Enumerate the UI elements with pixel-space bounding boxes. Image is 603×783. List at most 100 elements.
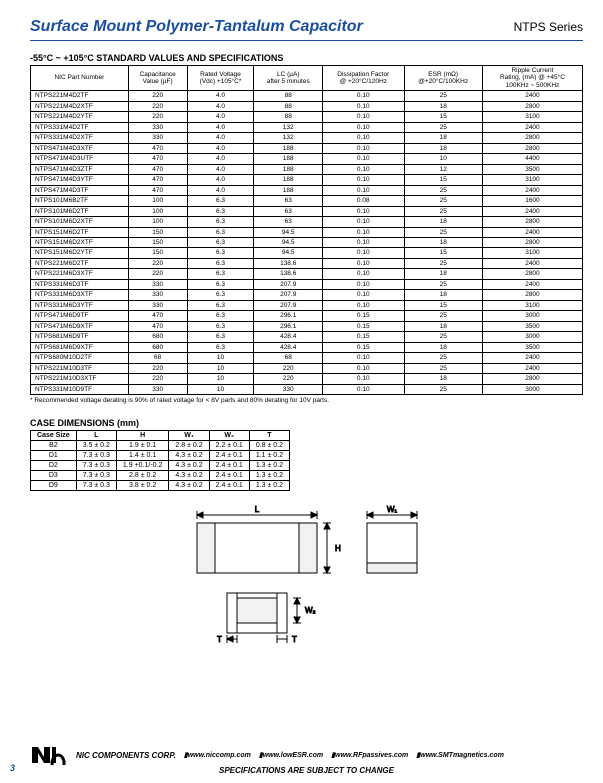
spec-cell: 0.10 [323, 384, 404, 394]
spec-cell: 2800 [482, 290, 582, 300]
spec-cell: 25 [404, 332, 482, 342]
case-cell: D1 [31, 451, 77, 461]
spec-cell: 150 [128, 248, 187, 258]
spec-heading: -55°C ~ +105°C STANDARD VALUES AND SPECI… [30, 53, 583, 63]
case-cell: 1.3 ± 0.2 [249, 471, 289, 481]
part-number-cell: NTPS101M6B2TF [31, 196, 129, 206]
spec-cell: 4.0 [187, 143, 254, 153]
spec-cell: 6.3 [187, 332, 254, 342]
spec-cell: 25 [404, 91, 482, 101]
spec-cell: 330 [254, 384, 323, 394]
spec-cell: 94.5 [254, 227, 323, 237]
spec-cell: 188 [254, 175, 323, 185]
spec-cell: 0.10 [323, 91, 404, 101]
spec-cell: 25 [404, 196, 482, 206]
spec-cell: 15 [404, 175, 482, 185]
spec-cell: 138.6 [254, 269, 323, 279]
spec-cell: 25 [404, 363, 482, 373]
case-cell: 1.1 ± 0.2 [249, 451, 289, 461]
table-row: NTPS151M6D2TF1506.394.50.10252400 [31, 227, 583, 237]
spec-cell: 470 [128, 164, 187, 174]
part-number-cell: NTPS331M4D2XTF [31, 133, 129, 143]
spec-cell: 2400 [482, 185, 582, 195]
case-col-header: W₂ [209, 431, 249, 441]
spec-cell: 0.10 [323, 258, 404, 268]
spec-cell: 0.10 [323, 269, 404, 279]
part-number-cell: NTPS681M6D9XTF [31, 342, 129, 352]
spec-cell: 188 [254, 154, 323, 164]
spec-cell: 100 [128, 217, 187, 227]
spec-cell: 4.0 [187, 175, 254, 185]
spec-cell: 0.10 [323, 217, 404, 227]
table-row: NTPS151M6D2XTF1506.394.50.10182800 [31, 237, 583, 247]
spec-cell: 25 [404, 311, 482, 321]
spec-cell: 4.0 [187, 133, 254, 143]
part-number-cell: NTPS221M4D2TF [31, 91, 129, 101]
spec-cell: 6.3 [187, 290, 254, 300]
table-row: NTPS101M6B2TF1006.3630.08251600 [31, 196, 583, 206]
page-title: Surface Mount Polymer-Tantalum Capacitor [30, 18, 363, 36]
spec-cell: 470 [128, 321, 187, 331]
footer-link[interactable]: ▮www.RFpassives.com [331, 751, 408, 759]
footer-link[interactable]: ▮www.SMTmagnetics.com [416, 751, 504, 759]
spec-cell: 6.3 [187, 248, 254, 258]
part-number-cell: NTPS471M4D3XTF [31, 143, 129, 153]
case-cell: D2 [31, 461, 77, 471]
spec-cell: 2400 [482, 91, 582, 101]
case-cell: 2.8 ± 0.2 [169, 441, 209, 451]
footer: NIC COMPONENTS CORP. ▮www.niccomp.com ▮w… [0, 745, 603, 775]
spec-cell: 220 [128, 363, 187, 373]
spec-cell: 2800 [482, 143, 582, 153]
spec-cell: 63 [254, 206, 323, 216]
spec-cell: 18 [404, 133, 482, 143]
spec-cell: 0.10 [323, 112, 404, 122]
spec-cell: 6.3 [187, 217, 254, 227]
case-table: Case SizeLHW₁W₂T B23.5 ± 0.21.9 ± 0.12.8… [30, 430, 290, 491]
spec-cell: 132 [254, 133, 323, 143]
part-number-cell: NTPS151M6D2TF [31, 227, 129, 237]
spec-cell: 0.10 [323, 300, 404, 310]
part-number-cell: NTPS471M4D3TF [31, 185, 129, 195]
spec-cell: 2400 [482, 227, 582, 237]
case-cell: 1.9 +0.1/-0.2 [116, 461, 169, 471]
spec-cell: 4.0 [187, 164, 254, 174]
part-number-cell: NTPS331M6D3TF [31, 279, 129, 289]
spec-cell: 0.10 [323, 133, 404, 143]
spec-cell: 0.10 [323, 185, 404, 195]
case-cell: 3.8 ± 0.2 [116, 481, 169, 491]
case-cell: 1.3 ± 0.2 [249, 481, 289, 491]
spec-cell: 10 [187, 363, 254, 373]
case-cell: 4.3 ± 0.2 [169, 481, 209, 491]
case-cell: 4.3 ± 0.2 [169, 451, 209, 461]
spec-cell: 25 [404, 206, 482, 216]
spec-cell: 330 [128, 290, 187, 300]
footer-link[interactable]: ▮www.lowESR.com [259, 751, 323, 759]
table-row: D97.3 ± 0.33.8 ± 0.24.3 ± 0.22.4 ± 0.11.… [31, 481, 290, 491]
spec-cell: 470 [128, 185, 187, 195]
spec-cell: 3100 [482, 248, 582, 258]
part-number-cell: NTPS331M4D2TF [31, 122, 129, 132]
table-row: NTPS221M4D2XTF2204.0880.10182800 [31, 101, 583, 111]
spec-col-header: NIC Part Number [31, 66, 129, 91]
spec-cell: 150 [128, 237, 187, 247]
spec-cell: 3000 [482, 384, 582, 394]
spec-cell: 0.10 [323, 290, 404, 300]
spec-cell: 0.10 [323, 122, 404, 132]
footer-subject: SPECIFICATIONS ARE SUBJECT TO CHANGE [30, 766, 583, 775]
spec-cell: 470 [128, 175, 187, 185]
case-col-header: T [249, 431, 289, 441]
spec-cell: 330 [128, 122, 187, 132]
spec-cell: 6.3 [187, 300, 254, 310]
spec-cell: 2400 [482, 353, 582, 363]
spec-cell: 100 [128, 196, 187, 206]
part-number-cell: NTPS221M6D3XTF [31, 269, 129, 279]
spec-cell: 2400 [482, 279, 582, 289]
spec-cell: 470 [128, 154, 187, 164]
spec-cell: 12 [404, 164, 482, 174]
footer-link[interactable]: ▮www.niccomp.com [184, 751, 251, 759]
part-number-cell: NTPS221M4D2XTF [31, 101, 129, 111]
spec-cell: 207.9 [254, 290, 323, 300]
spec-cell: 88 [254, 101, 323, 111]
spec-cell: 220 [128, 112, 187, 122]
part-number-cell: NTPS471M4D3YTF [31, 175, 129, 185]
